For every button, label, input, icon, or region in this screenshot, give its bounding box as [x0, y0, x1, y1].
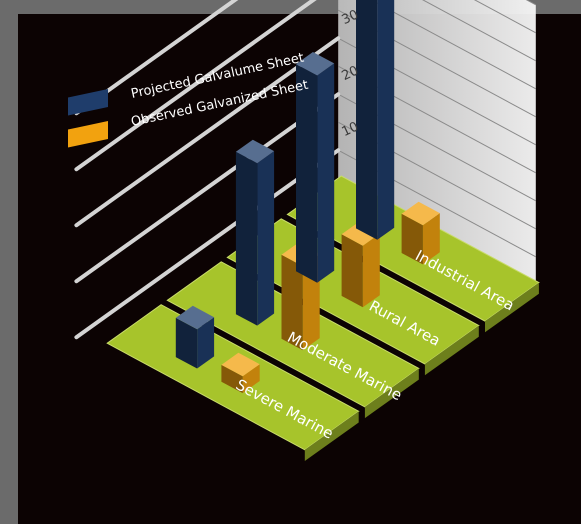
bar-side-face	[401, 213, 423, 265]
bars-layer	[175, 0, 440, 394]
bar-side-face	[281, 254, 303, 351]
bar-top-face	[401, 201, 440, 226]
bar-front-face	[422, 213, 440, 265]
bar-front-face	[197, 317, 215, 369]
wall-gridline	[370, 0, 537, 90]
y-tick-label: 30	[340, 7, 361, 28]
bar	[401, 201, 440, 265]
floor-strip-edge	[485, 282, 539, 333]
bar-front-face	[317, 63, 335, 283]
bar	[356, 0, 395, 240]
legend-swatch	[68, 121, 108, 148]
wall-gridline	[473, 0, 537, 34]
y-tick-label: 10	[340, 119, 361, 140]
bar-side-face	[356, 0, 378, 240]
shelf-gridline	[74, 36, 341, 228]
floor-strip-edge	[364, 368, 419, 419]
bar-side-face	[296, 64, 318, 283]
y-tick-label: 20	[340, 63, 361, 84]
bar-top-face	[175, 305, 215, 330]
legend-swatch	[68, 89, 108, 116]
floor-strip-edge	[304, 411, 359, 461]
bar-side-face	[221, 364, 243, 394]
shelf-gridline	[74, 0, 317, 172]
shelf-gridline	[74, 0, 239, 116]
bar-top-face	[341, 222, 380, 246]
bar-top-face	[235, 139, 275, 164]
bar	[296, 52, 335, 283]
bar	[235, 139, 275, 326]
bar-side-face	[235, 151, 258, 326]
bar	[341, 222, 380, 308]
bar-side-face	[175, 317, 198, 369]
bar	[221, 352, 260, 394]
floor-strip-edge	[424, 325, 479, 376]
shelf-gridline	[74, 92, 341, 284]
shelf-gridline	[74, 148, 341, 340]
bar-top-face	[296, 52, 335, 76]
bar-front-face	[362, 233, 380, 308]
bar-front-face	[257, 151, 275, 326]
bar-front-face	[377, 0, 395, 240]
bar-side-face	[341, 234, 363, 308]
bar-front-face	[242, 364, 260, 394]
bar-top-face	[221, 352, 260, 377]
bar	[175, 305, 215, 369]
wall-gridline	[422, 0, 537, 62]
